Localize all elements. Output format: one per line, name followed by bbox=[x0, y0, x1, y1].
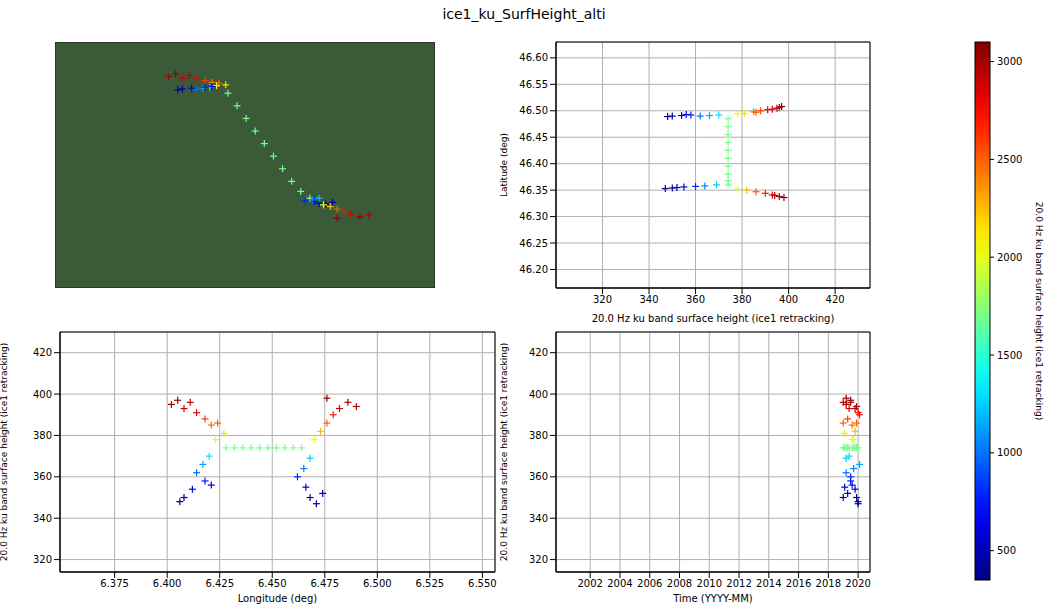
svg-text:46.45: 46.45 bbox=[519, 132, 548, 143]
svg-text:46.40: 46.40 bbox=[519, 158, 548, 169]
svg-text:46.35: 46.35 bbox=[519, 185, 548, 196]
svg-text:400: 400 bbox=[779, 294, 798, 305]
svg-text:340: 340 bbox=[33, 513, 52, 524]
svg-text:2020: 2020 bbox=[845, 578, 870, 589]
svg-text:380: 380 bbox=[733, 294, 752, 305]
svg-text:380: 380 bbox=[529, 430, 548, 441]
svg-text:6.550: 6.550 bbox=[468, 578, 497, 589]
svg-text:500: 500 bbox=[997, 545, 1016, 556]
svg-text:2002: 2002 bbox=[578, 578, 603, 589]
svg-text:2012: 2012 bbox=[726, 578, 751, 589]
svg-text:360: 360 bbox=[33, 471, 52, 482]
svg-text:20.0 Hz ku band surface height: 20.0 Hz ku band surface height (ice1 ret… bbox=[1034, 202, 1044, 420]
svg-text:1500: 1500 bbox=[997, 350, 1022, 361]
svg-text:46.25: 46.25 bbox=[519, 238, 548, 249]
svg-text:6.450: 6.450 bbox=[258, 578, 287, 589]
svg-text:2016: 2016 bbox=[786, 578, 811, 589]
svg-text:360: 360 bbox=[529, 471, 548, 482]
svg-text:6.500: 6.500 bbox=[363, 578, 392, 589]
svg-text:2500: 2500 bbox=[997, 154, 1022, 165]
svg-text:2000: 2000 bbox=[997, 252, 1022, 263]
svg-text:400: 400 bbox=[529, 389, 548, 400]
svg-text:320: 320 bbox=[33, 554, 52, 565]
svg-text:1000: 1000 bbox=[997, 447, 1022, 458]
svg-text:6.400: 6.400 bbox=[153, 578, 182, 589]
svg-text:46.50: 46.50 bbox=[519, 105, 548, 116]
svg-text:6.425: 6.425 bbox=[205, 578, 234, 589]
svg-text:380: 380 bbox=[33, 430, 52, 441]
svg-text:2004: 2004 bbox=[607, 578, 632, 589]
svg-text:6.475: 6.475 bbox=[310, 578, 339, 589]
svg-text:420: 420 bbox=[529, 347, 548, 358]
svg-text:320: 320 bbox=[593, 294, 612, 305]
svg-text:340: 340 bbox=[529, 513, 548, 524]
svg-text:320: 320 bbox=[529, 554, 548, 565]
svg-text:6.375: 6.375 bbox=[100, 578, 129, 589]
svg-text:20.0 Hz ku band surface height: 20.0 Hz ku band surface height (ice1 ret… bbox=[592, 313, 835, 324]
svg-text:46.55: 46.55 bbox=[519, 79, 548, 90]
svg-text:2010: 2010 bbox=[697, 578, 722, 589]
svg-text:2006: 2006 bbox=[637, 578, 662, 589]
svg-text:340: 340 bbox=[639, 294, 658, 305]
svg-text:3000: 3000 bbox=[997, 56, 1022, 67]
svg-text:2014: 2014 bbox=[756, 578, 781, 589]
svg-text:2018: 2018 bbox=[816, 578, 841, 589]
svg-text:20.0 Hz ku band surface height: 20.0 Hz ku band surface height (ice1 ret… bbox=[0, 343, 9, 561]
svg-text:420: 420 bbox=[33, 347, 52, 358]
svg-text:46.20: 46.20 bbox=[519, 264, 548, 275]
svg-text:360: 360 bbox=[686, 294, 705, 305]
svg-text:2008: 2008 bbox=[667, 578, 692, 589]
svg-text:400: 400 bbox=[33, 389, 52, 400]
svg-text:46.30: 46.30 bbox=[519, 211, 548, 222]
html-text:ice1_ku_SurfHeight_alti: ice1_ku_SurfHeight_alti bbox=[442, 6, 606, 22]
svg-text:Time (YYYY-MM): Time (YYYY-MM) bbox=[672, 593, 753, 604]
svg-text:46.60: 46.60 bbox=[519, 52, 548, 63]
svg-text:20.0 Hz ku band surface height: 20.0 Hz ku band surface height (ice1 ret… bbox=[500, 343, 509, 561]
svg-text:420: 420 bbox=[826, 294, 845, 305]
svg-text:Latitude (deg): Latitude (deg) bbox=[500, 133, 509, 197]
svg-text:Longitude (deg): Longitude (deg) bbox=[238, 593, 318, 604]
svg-text:6.525: 6.525 bbox=[416, 578, 445, 589]
